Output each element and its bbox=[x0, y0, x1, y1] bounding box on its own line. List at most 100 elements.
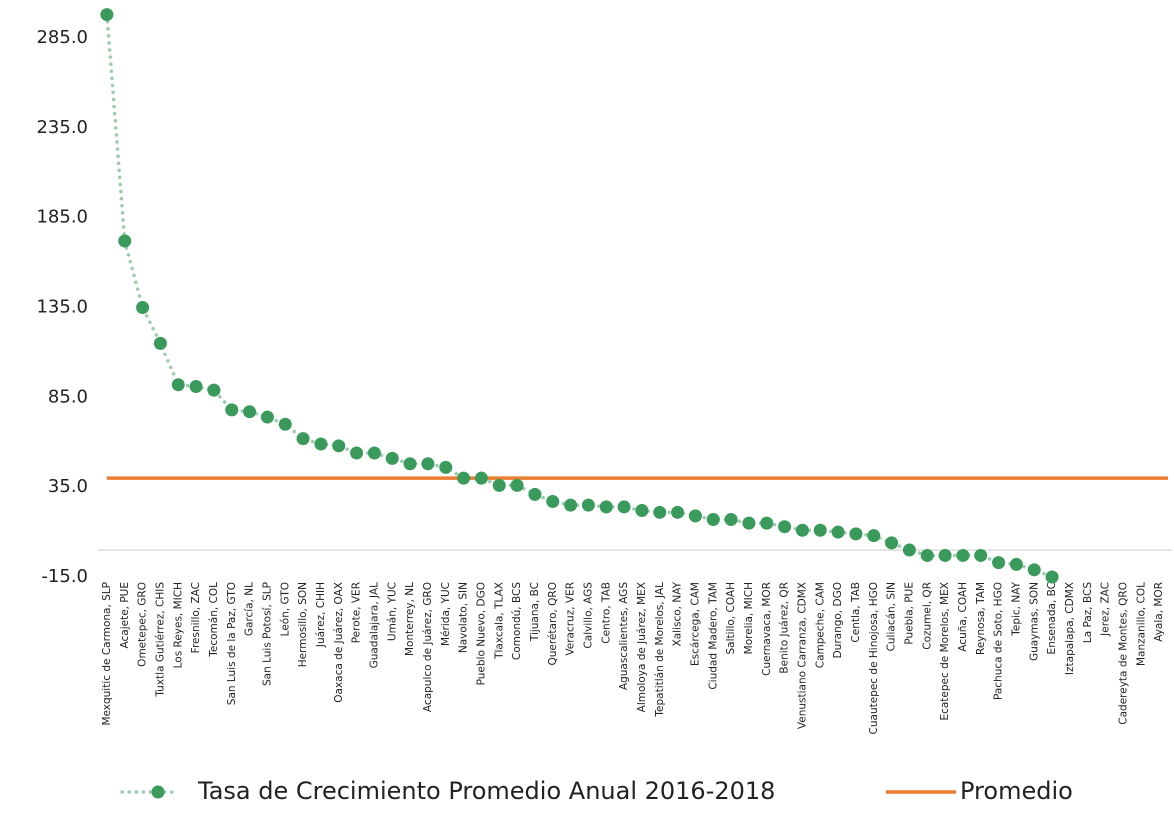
legend-marker bbox=[151, 785, 165, 799]
x-tick-label: Guadalajara, JAL bbox=[368, 582, 380, 669]
point bbox=[885, 536, 899, 550]
point bbox=[974, 548, 988, 562]
x-tick-label: Saltillo, COAH bbox=[725, 582, 737, 654]
point bbox=[992, 556, 1006, 570]
point bbox=[617, 500, 631, 514]
x-tick-label: Ecatepec de Morelos, MEX bbox=[939, 582, 951, 721]
point bbox=[260, 410, 274, 424]
point bbox=[528, 487, 542, 501]
point bbox=[635, 504, 649, 518]
point bbox=[831, 525, 845, 539]
legend-label: Tasa de Crecimiento Promedio Anual 2016-… bbox=[197, 777, 775, 805]
point bbox=[653, 505, 667, 519]
point bbox=[688, 509, 702, 523]
y-tick-label: 235.0 bbox=[36, 117, 88, 138]
point bbox=[1045, 570, 1059, 584]
point bbox=[439, 460, 453, 474]
x-tick-label: Cuernavaca, MOR bbox=[761, 582, 773, 676]
x-tick-label: Calvillo, AGS bbox=[582, 582, 594, 649]
y-tick-label: -15.0 bbox=[41, 566, 88, 587]
point bbox=[421, 457, 435, 471]
point bbox=[243, 405, 257, 419]
x-tick-label: Umán, YUC bbox=[386, 582, 398, 641]
point bbox=[706, 513, 720, 526]
point bbox=[581, 498, 595, 512]
point bbox=[314, 437, 328, 451]
x-tick-label: Cozumel, QR bbox=[921, 582, 933, 650]
legend-label: Promedio bbox=[960, 777, 1073, 805]
x-tick-label: Comondú, BCS bbox=[511, 582, 523, 660]
x-tick-label: Tecomán, COL bbox=[208, 582, 220, 658]
point bbox=[367, 446, 381, 460]
x-tick-label: Pachuca de Soto, HGO bbox=[993, 582, 1005, 700]
y-tick-label: 185.0 bbox=[36, 207, 88, 228]
x-tick-label: Mérida, YUC bbox=[440, 582, 452, 646]
x-tick-label: Benito Juárez, QR bbox=[779, 582, 791, 674]
x-tick-label: Veracruz, VER bbox=[565, 582, 577, 656]
x-tick-label: Manzanillo, COL bbox=[1135, 582, 1147, 666]
x-tick-label: Morelia, MICH bbox=[743, 582, 755, 654]
x-tick-label: Pueblo Nuevo, DGO bbox=[475, 582, 487, 685]
point bbox=[403, 457, 417, 471]
x-tick-label: Ometepec, GRO bbox=[137, 582, 149, 667]
x-tick-label: Centla, TAB bbox=[850, 582, 862, 643]
x-tick-label: Xalisco, NAY bbox=[672, 581, 684, 646]
series-line bbox=[105, 12, 1054, 579]
point bbox=[724, 513, 738, 526]
x-tick-label: Iztapalapa, CDMX bbox=[1064, 582, 1076, 675]
point bbox=[867, 529, 881, 543]
x-tick-label: Guaymas, SON bbox=[1028, 582, 1040, 661]
point bbox=[350, 446, 364, 460]
x-tick-label: San Luis de la Paz, GTO bbox=[226, 582, 238, 705]
point bbox=[153, 336, 167, 350]
x-tick-label: Tepatitlán de Morelos, JAL bbox=[654, 582, 666, 718]
y-tick-label: 135.0 bbox=[36, 296, 88, 317]
x-tick-label: Escárcega, CAM bbox=[689, 582, 701, 666]
x-tick-label: Jerez, ZAC bbox=[1100, 582, 1112, 637]
point bbox=[510, 478, 524, 492]
x-tick-label: Venustiano Carranza, CDMX bbox=[796, 582, 808, 729]
x-tick-label: Tlaxcala, TLAX bbox=[493, 582, 505, 660]
x-tick-label: León, GTO bbox=[279, 582, 291, 636]
x-tick-label: Querétaro, QRO bbox=[547, 582, 559, 666]
point bbox=[778, 520, 792, 534]
x-tick-label: Ensenada, BC bbox=[1046, 582, 1058, 654]
x-tick-label: Fresnillo, ZAC bbox=[190, 582, 202, 653]
x-tick-label: Centro, TAB bbox=[600, 582, 612, 644]
x-tick-label: Cadereyta de Montes, QRO bbox=[1117, 582, 1129, 725]
y-tick-label: 285.0 bbox=[36, 27, 88, 48]
point bbox=[1009, 557, 1023, 571]
point bbox=[849, 527, 863, 541]
point bbox=[474, 471, 488, 485]
point bbox=[813, 523, 827, 537]
point bbox=[171, 378, 185, 392]
point bbox=[760, 516, 774, 530]
point bbox=[564, 498, 578, 512]
point bbox=[296, 432, 310, 446]
point bbox=[492, 478, 506, 492]
x-tick-label: Monterrey, NL bbox=[404, 582, 416, 656]
x-tick-label: Aguascalientes, AGS bbox=[618, 582, 630, 690]
point bbox=[278, 417, 292, 431]
point bbox=[385, 451, 399, 465]
x-tick-label: García, NL bbox=[244, 582, 256, 636]
x-tick-label: Durango, DGO bbox=[832, 582, 844, 658]
x-tick-label: San Luis Potosí, SLP bbox=[261, 582, 273, 686]
point bbox=[920, 548, 934, 562]
x-tick-label: Culiacán, SIN bbox=[886, 582, 898, 651]
point bbox=[599, 500, 613, 514]
x-tick-label: Acajete, PUE bbox=[119, 582, 131, 649]
x-tick-label: Perote, VER bbox=[351, 582, 363, 643]
point bbox=[1027, 563, 1041, 577]
point bbox=[225, 403, 239, 417]
x-tick-label: Almoloya de Juárez, MEX bbox=[636, 582, 648, 712]
point bbox=[118, 234, 132, 248]
x-tick-label: Reynosa, TAM bbox=[975, 582, 987, 655]
point bbox=[332, 439, 346, 453]
point bbox=[100, 8, 114, 22]
x-tick-label: La Paz, BCS bbox=[1082, 582, 1094, 643]
x-tick-label: Hermosillo, SON bbox=[297, 582, 309, 667]
point bbox=[938, 548, 952, 562]
x-tick-label: Oaxaca de Juárez, OAX bbox=[333, 582, 345, 703]
